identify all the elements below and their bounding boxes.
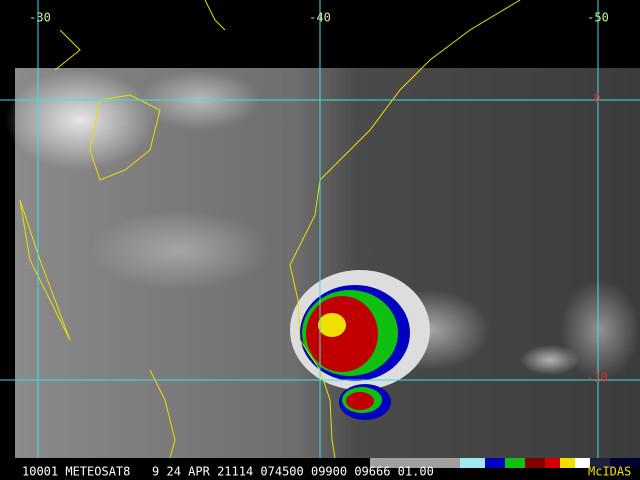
footer-info: 10001 METEOSAT8 9 24 APR 21114 074500 09… bbox=[22, 465, 434, 479]
color-scale bbox=[370, 458, 640, 468]
longitude-label: -30 bbox=[29, 11, 51, 25]
coastlines bbox=[19, 0, 521, 459]
footer-brand: McIDAS bbox=[588, 465, 631, 479]
longitude-label: -50 bbox=[587, 11, 609, 25]
longitude-label: -40 bbox=[309, 11, 331, 25]
latitude-label: -10 bbox=[586, 371, 608, 385]
cyclone bbox=[290, 270, 430, 420]
grid bbox=[0, 0, 640, 458]
latitude-label: 0 bbox=[593, 92, 600, 106]
